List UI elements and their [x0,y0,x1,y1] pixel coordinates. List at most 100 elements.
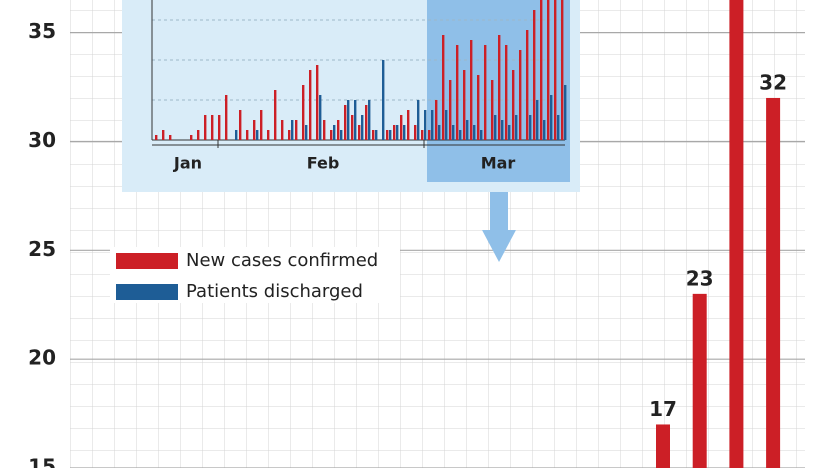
bar [766,97,781,468]
inset-bar [501,120,504,140]
inset-bar [260,110,263,140]
bar [656,424,670,468]
inset-bar [347,100,350,140]
inset-bar [344,105,347,140]
inset-bar [561,0,564,140]
inset: Jan Feb Mar [122,0,580,192]
inset-month-label: Feb [307,154,340,173]
inset-bar [204,115,207,140]
inset-bar [316,65,319,140]
inset-bar [456,45,459,140]
legend: New cases confirmed Patients discharged [110,247,400,303]
inset-bar [386,130,389,140]
inset-month-label: Jan [173,154,202,173]
inset-bar [543,120,546,140]
inset-bar [470,40,473,140]
y-tick-label: 30 [28,128,56,152]
y-tick-label: 25 [28,237,56,261]
inset-bar [484,45,487,140]
inset-bar [361,115,364,140]
inset-bar [494,115,497,140]
legend-swatch [116,284,178,300]
value-label: 23 [686,266,714,290]
inset-bar [526,30,529,140]
inset-bar [239,110,242,140]
inset-bar [428,130,431,140]
inset-bar [169,135,172,140]
inset-bar [533,10,536,140]
inset-grid [152,0,565,140]
inset-bar [375,130,378,140]
inset-bar [288,130,291,140]
inset-bar [438,125,441,140]
main-plot: 15 20 25 30 35 17 23 32 [28,0,805,468]
inset-bar [162,130,165,140]
inset-bar [435,100,438,140]
inset-bar [225,95,228,140]
inset-bar [424,110,427,140]
y-tick-label: 35 [28,19,56,43]
inset-bar [508,125,511,140]
inset-bar [477,75,480,140]
inset-bar [358,125,361,140]
inset-bar [218,115,221,140]
inset-bar [442,35,445,140]
inset-bar [291,120,294,140]
inset-bar [459,130,462,140]
inset-bar [340,130,343,140]
y-tick-label: 20 [28,346,56,370]
value-label: 32 [759,70,787,94]
inset-bar [309,70,312,140]
inset-bar [396,125,399,140]
inset-bar [452,125,455,140]
inset-bar [382,60,385,140]
inset-bar [305,125,308,140]
inset-bar [417,100,420,140]
inset-bar [330,130,333,140]
inset-bar [372,130,375,140]
inset-bar [403,125,406,140]
value-label: 17 [649,397,677,421]
inset-bar [274,90,277,140]
inset-bar [536,100,539,140]
inset-bar [515,115,518,140]
inset-bar [365,105,368,140]
inset-bar [407,110,410,140]
inset-bar [393,125,396,140]
inset-bar [333,125,336,140]
inset-bar [519,50,522,140]
inset-bar [211,115,214,140]
inset-bar [554,0,557,140]
inset-bar [550,95,553,140]
inset-bar [512,70,515,140]
inset-bar [400,115,403,140]
legend-label: New cases confirmed [186,250,378,271]
inset-month-label: Mar [481,154,516,173]
inset-bar [431,110,434,140]
inset-bar [368,100,371,140]
legend-label: Patients discharged [186,281,363,302]
inset-bar [256,130,259,140]
inset-bar [564,85,567,140]
inset-bar [540,0,543,140]
inset-bar [473,125,476,140]
inset-bar [463,70,466,140]
inset-bar [557,115,560,140]
inset-bar [235,130,238,140]
inset-bar [449,80,452,140]
inset-bar [414,125,417,140]
inset-bar [319,95,322,140]
inset-bar [155,135,158,140]
inset-bar [337,120,340,140]
inset-bar [529,115,532,140]
arrow [482,192,516,262]
inset-bar [197,130,200,140]
y-tick-label: 15 [28,455,56,468]
inset-bar [498,35,501,140]
inset-bar [253,120,256,140]
inset-bar [480,130,483,140]
inset-bar [491,80,494,140]
inset-bar [295,120,298,140]
inset-bar [267,130,270,140]
